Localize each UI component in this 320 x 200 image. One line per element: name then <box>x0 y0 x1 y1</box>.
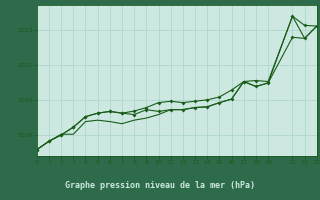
Text: Graphe pression niveau de la mer (hPa): Graphe pression niveau de la mer (hPa) <box>65 182 255 190</box>
